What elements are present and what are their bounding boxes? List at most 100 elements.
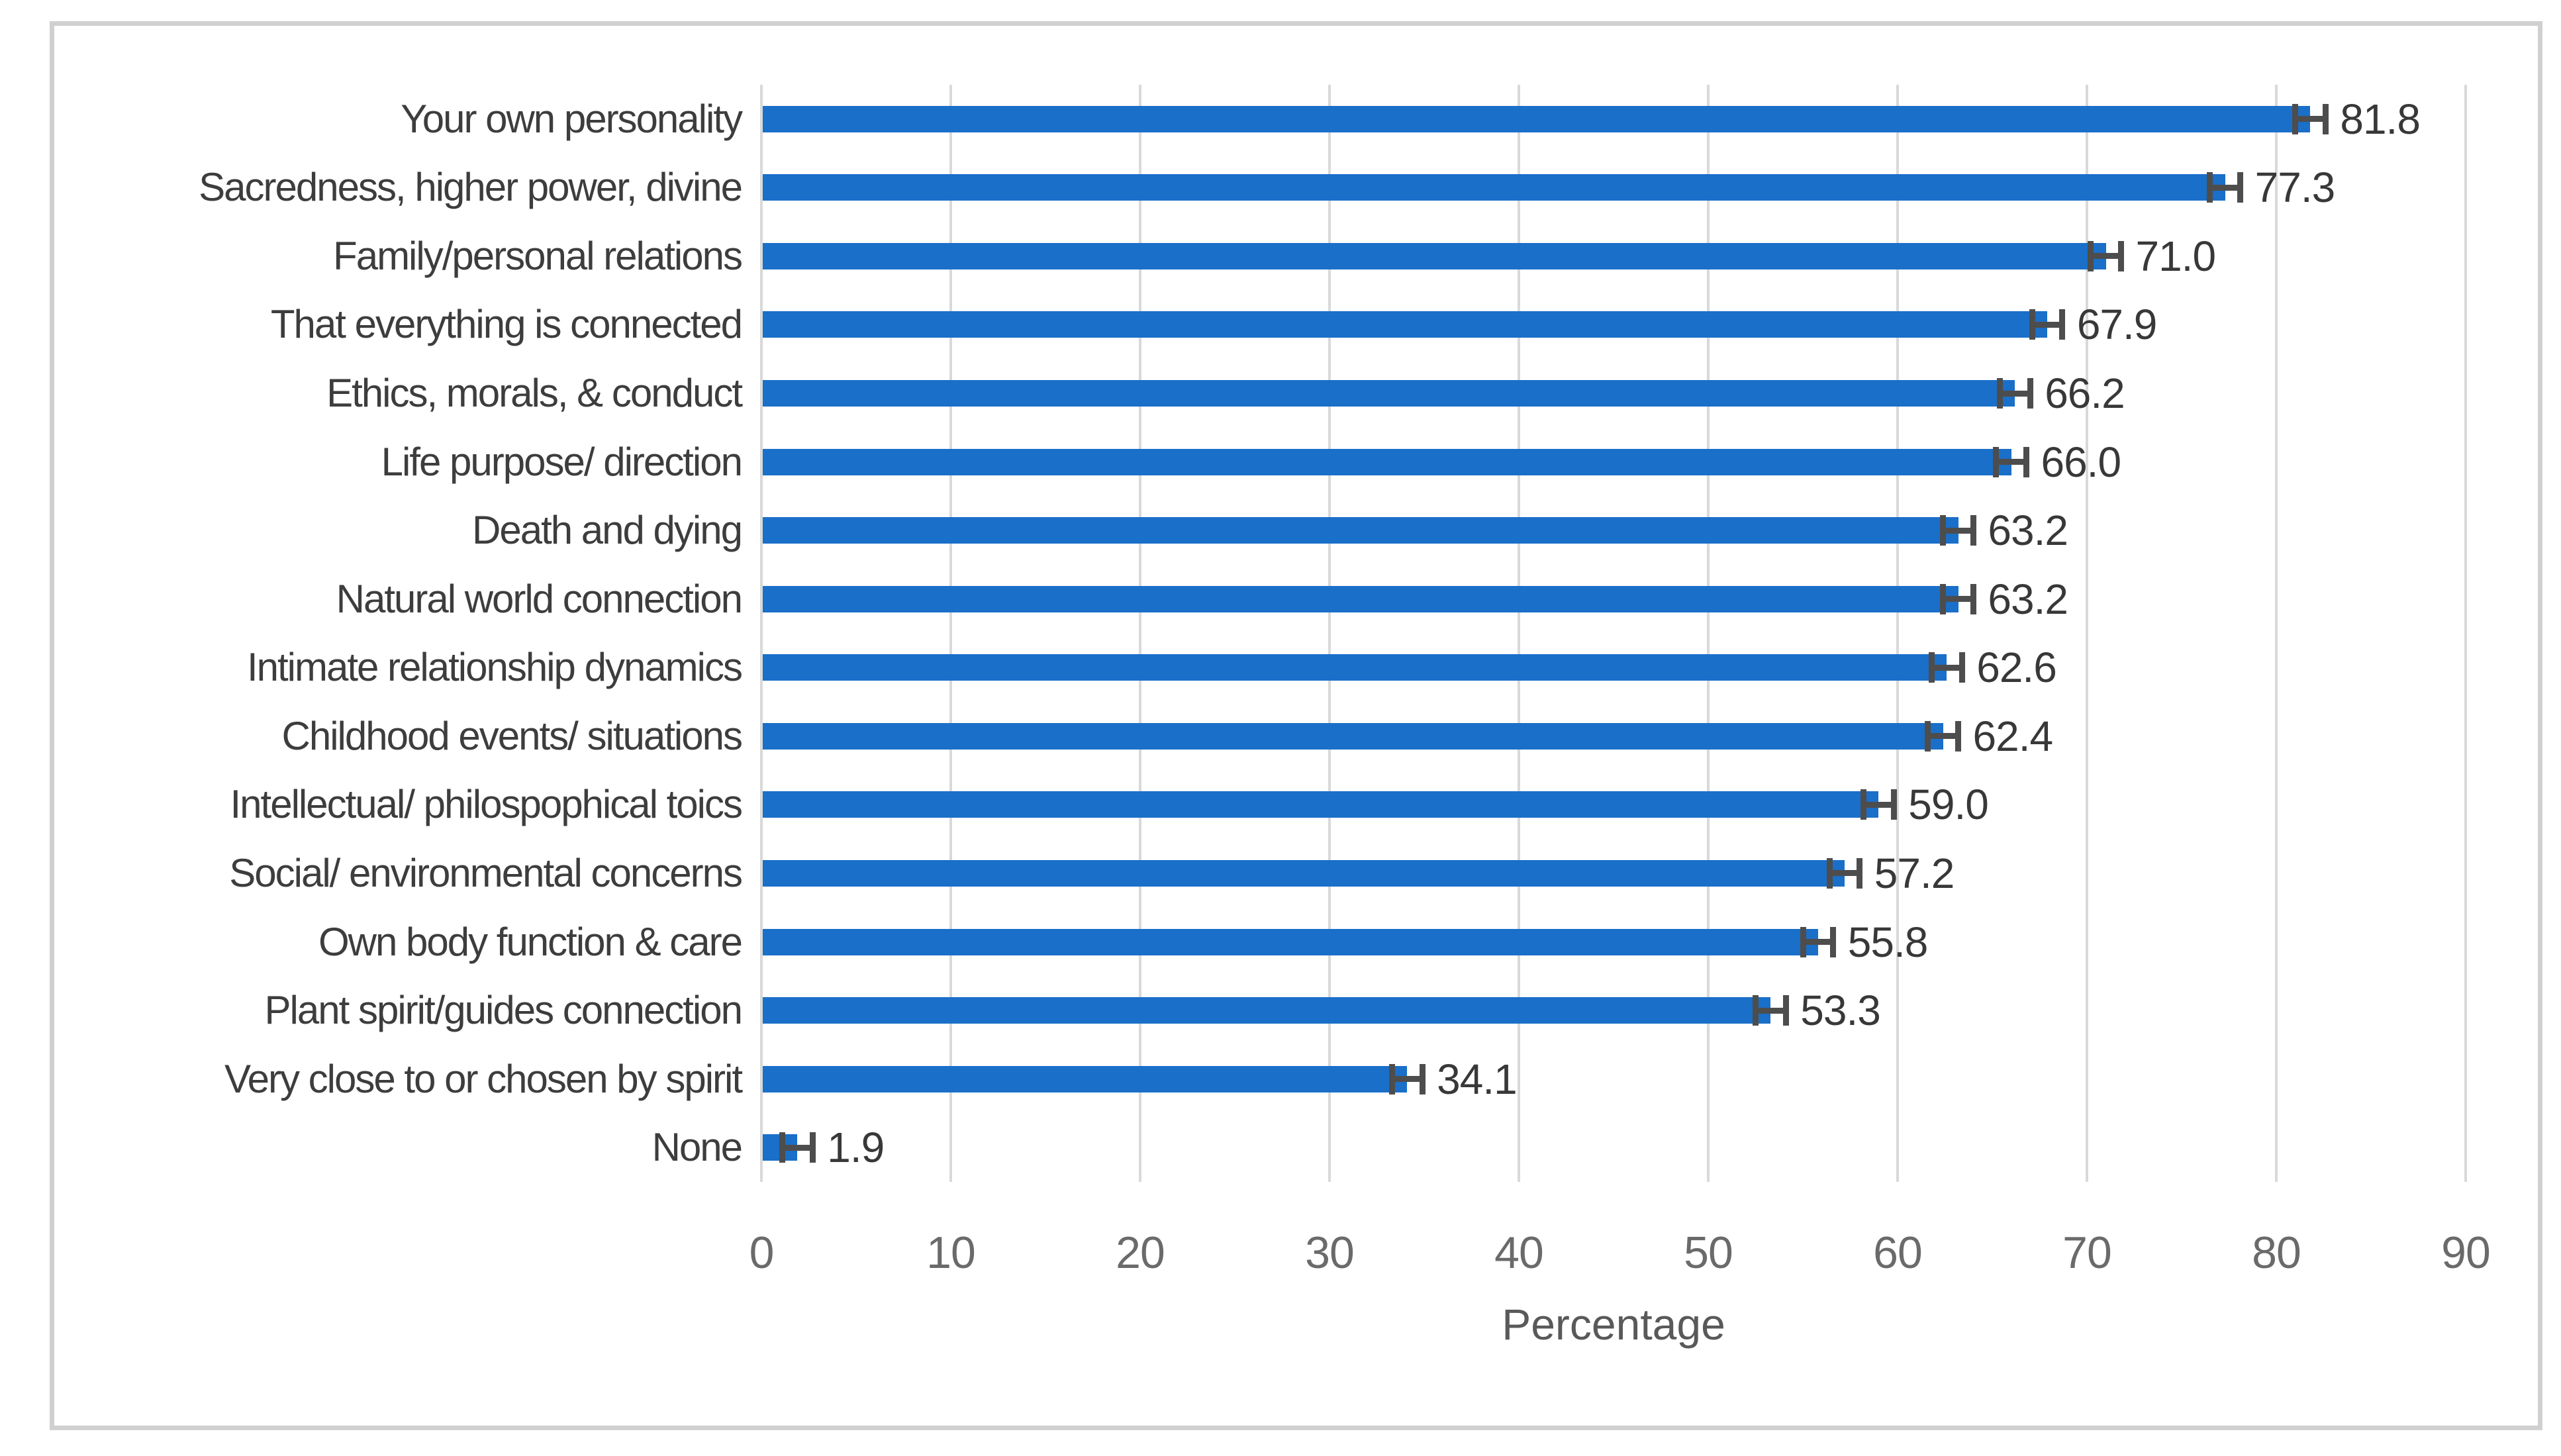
value-label: 34.1 xyxy=(1437,1055,1518,1103)
error-bar-cap-left xyxy=(1753,995,1759,1026)
bar xyxy=(763,997,1771,1024)
value-label: 66.2 xyxy=(2045,369,2125,418)
error-bar-cap-left xyxy=(2292,103,2299,134)
error-bar-line xyxy=(1392,1076,1423,1083)
error-bar-line xyxy=(1931,664,1962,671)
bar xyxy=(763,585,1958,612)
error-bar-line xyxy=(2090,253,2121,260)
bar xyxy=(763,1065,1408,1092)
error-bar-cap-right xyxy=(1958,652,1965,683)
category-label: Very close to or chosen by spirit xyxy=(224,1056,743,1101)
bar xyxy=(763,380,2015,407)
error-bar-cap-left xyxy=(1996,378,2003,409)
x-tick-label-20: 20 xyxy=(1116,1228,1165,1278)
category-label: Your own personality xyxy=(401,96,743,141)
x-tick-label-80: 80 xyxy=(2252,1228,2301,1278)
value-label: 55.8 xyxy=(1847,918,1929,966)
gridline-x-10 xyxy=(949,85,952,1182)
error-bar-cap-right xyxy=(1782,995,1789,1026)
category-label: Sacredness, higher power, divine xyxy=(199,165,743,210)
bar xyxy=(763,859,1845,887)
x-tick-label-60: 60 xyxy=(1873,1228,1923,1278)
error-bar-cap-right xyxy=(2322,103,2329,134)
error-bar-cap-right xyxy=(2023,446,2029,477)
error-bar-cap-right xyxy=(809,1132,816,1163)
error-bar-line xyxy=(1996,459,2027,465)
x-tick-label-30: 30 xyxy=(1305,1228,1355,1278)
error-bar-cap-right xyxy=(2027,378,2033,409)
error-bar-cap-left xyxy=(2029,309,2035,340)
x-tick-label-90: 90 xyxy=(2441,1228,2491,1278)
value-label: 62.4 xyxy=(1972,712,2054,760)
value-label: 63.2 xyxy=(1988,575,2068,623)
value-label: 81.8 xyxy=(2340,95,2421,143)
error-bar-cap-left xyxy=(779,1132,785,1163)
gridline-x-40 xyxy=(1518,85,1520,1182)
category-label: Family/personal relations xyxy=(333,233,743,278)
error-bar-cap-left xyxy=(1826,857,1833,889)
error-bar-cap-right xyxy=(2237,172,2244,203)
error-bar-cap-right xyxy=(1970,583,1976,614)
error-bar-cap-right xyxy=(1890,789,1897,820)
bar xyxy=(763,105,2311,132)
category-label: Social/ environmental concerns xyxy=(229,850,743,895)
error-bar-cap-left xyxy=(1928,652,1935,683)
value-label: 77.3 xyxy=(2254,164,2336,212)
category-label: Plant spirit/guides connection xyxy=(264,988,743,1033)
bar xyxy=(763,791,1879,818)
category-label: Ethics, morals, & conduct xyxy=(326,371,743,416)
bar xyxy=(763,517,1958,544)
error-bar-cap-right xyxy=(1955,720,1962,752)
value-label: 63.2 xyxy=(1988,507,2068,555)
error-bar-line xyxy=(1829,870,1860,877)
gridline-x-80 xyxy=(2275,85,2278,1182)
error-bar-cap-left xyxy=(2207,172,2213,203)
value-label: 71.0 xyxy=(2135,232,2216,280)
value-label: 1.9 xyxy=(827,1124,885,1172)
error-bar-cap-left xyxy=(1860,789,1867,820)
error-bar-cap-left xyxy=(1925,720,1931,752)
x-tick-label-70: 70 xyxy=(2062,1228,2112,1278)
error-bar-cap-right xyxy=(1419,1063,1425,1094)
error-bar-line xyxy=(1927,733,1958,740)
error-bar-line xyxy=(2000,390,2031,397)
error-bar-line xyxy=(1943,527,1974,534)
error-bar-cap-right xyxy=(2117,240,2124,271)
error-bar-line xyxy=(782,1144,813,1151)
category-label: Death and dying xyxy=(472,508,743,553)
gridline-x-20 xyxy=(1139,85,1141,1182)
bar xyxy=(763,242,2106,269)
error-bar-line xyxy=(1755,1007,1786,1014)
bar xyxy=(763,928,1818,955)
bar xyxy=(763,722,1943,750)
x-axis-title: Percentage xyxy=(1502,1300,1725,1349)
category-label: Own body function & care xyxy=(318,919,743,964)
value-label: 62.6 xyxy=(1976,644,2057,692)
error-bar-cap-left xyxy=(2088,240,2094,271)
x-tick-label-10: 10 xyxy=(926,1228,976,1278)
error-bar-cap-right xyxy=(1857,857,1863,889)
bar xyxy=(763,174,2225,201)
value-label: 66.0 xyxy=(2041,438,2121,486)
bar xyxy=(763,448,2011,475)
error-bar-cap-right xyxy=(1830,926,1837,957)
bar xyxy=(763,311,2047,338)
value-label: 59.0 xyxy=(1908,781,1989,829)
category-label: Childhood events/ situations xyxy=(281,713,743,758)
error-bar-line xyxy=(2209,184,2241,191)
gridline-x-90 xyxy=(2464,85,2467,1182)
error-bar-cap-left xyxy=(1940,583,1947,614)
x-tick-label-40: 40 xyxy=(1494,1228,1544,1278)
gridline-x-70 xyxy=(2086,85,2088,1182)
category-label: Natural world connection xyxy=(336,576,743,621)
error-bar-cap-left xyxy=(1800,926,1806,957)
error-bar-cap-left xyxy=(1388,1063,1395,1094)
category-label: Intimate relationship dynamics xyxy=(246,645,743,690)
gridline-x-60 xyxy=(1896,85,1899,1182)
value-label: 67.9 xyxy=(2076,301,2158,349)
category-label: None xyxy=(652,1125,743,1170)
error-bar-line xyxy=(2032,321,2062,328)
error-bar-cap-right xyxy=(1970,515,1976,546)
bar xyxy=(763,654,1947,681)
